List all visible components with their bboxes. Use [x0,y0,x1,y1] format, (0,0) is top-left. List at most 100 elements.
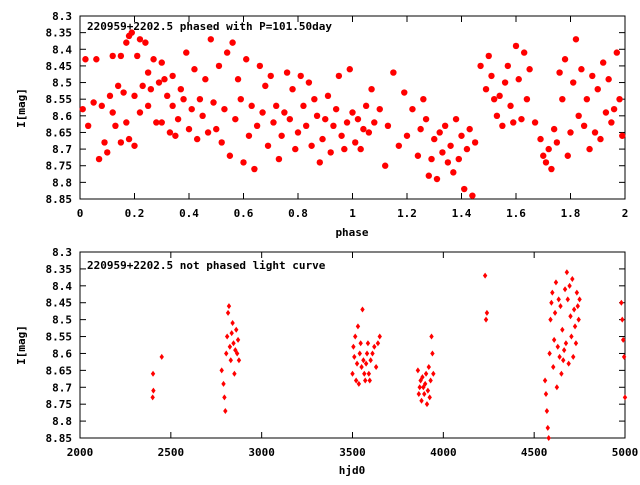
light-curve-x-tick-label: 3000 [248,446,275,459]
phased-data-point [600,59,607,66]
light-curve-data-point [353,333,358,340]
phased-data-point [352,139,359,146]
light-curve-data-point [150,370,156,377]
light-curve-data-point [366,370,372,377]
phased-data-point [564,152,571,159]
phased-data-point [204,129,212,136]
light-curve-data-point [561,347,567,354]
phased-data-point [461,185,468,193]
light-curve-data-point [549,299,554,306]
light-curve-x-tick-label: 3500 [339,446,366,459]
phased-data-point [164,92,171,100]
phased-data-point [499,122,506,129]
phased-data-point [594,86,601,93]
phased-data-point [169,72,176,80]
light-curve-data-point [364,350,370,357]
light-curve-data-point [353,377,359,384]
light-curve-data-point [354,360,360,367]
ticks-layer: 8.3 8.35 8.4 8.45 8.5 8.55 8.6 8.65 8.7 8.75 8.8 8.… [46,10,639,459]
phased-plot-title: 220959+2202.5 phased with P=101.50day [87,20,332,33]
phased-data-point [172,132,179,139]
points-layer [79,29,628,441]
light-curve-data-point [358,340,363,347]
phased-data-point [213,125,220,133]
phased-data-point [248,102,255,110]
phased-data-point [196,95,204,103]
phased-data-point [139,82,146,90]
phased-data-point [322,115,329,123]
light-curve-data-point [236,357,242,364]
phased-data-point [545,145,552,153]
phased-data-point [262,82,269,90]
phased-data-point [193,135,201,143]
phased-data-point [158,59,165,66]
phased-data-point [79,105,86,113]
phased-data-point [469,192,476,199]
phased-data-point [384,122,392,129]
light-curve-x-tick-label: 2000 [67,446,94,459]
phased-data-point [95,155,103,163]
light-curve-data-point [151,387,156,394]
phased-data-point [131,142,138,149]
phased-data-point [382,162,389,169]
phased-data-point [210,99,217,106]
light-curve-data-point [422,380,428,387]
light-curve-data-point [420,374,425,381]
phased-data-point [444,159,452,166]
light-curve-data-point [377,333,382,340]
phased-x-tick-label: 0.4 [179,207,199,220]
phased-data-point [610,105,618,113]
light-curve-data-point [548,316,553,323]
light-curve-x-tick-label: 2500 [158,446,185,459]
phased-data-point [98,102,106,110]
light-curve-data-point [226,303,232,310]
phased-data-point [147,86,155,93]
light-curve-data-point [482,272,488,279]
phased-data-point [155,79,163,86]
light-curve-data-point [352,353,357,360]
light-curve-data-point [229,330,234,337]
phased-data-point [477,62,484,70]
phased-data-point [414,152,422,159]
light-curve-data-point [620,316,625,323]
phased-data-point [613,49,621,56]
light-curve-data-point [544,407,550,414]
phased-data-point [300,102,307,110]
light-curve-data-point [619,299,624,306]
phased-y-tick-label: 8.7 [52,143,72,156]
phased-data-point [169,102,176,110]
light-curve-data-point [567,282,572,289]
phased-data-point [428,155,435,163]
phased-x-tick-label: 1 [349,207,356,220]
light-curve-data-point [568,313,573,320]
phased-data-point [439,149,446,156]
phased-data-point [158,119,165,126]
light-curve-data-point [558,303,563,310]
phased-data-point [360,125,367,133]
phased-x-tick-label: 0 [77,207,84,220]
light-curve-data-point [355,323,361,330]
phased-data-point [305,79,313,86]
phased-y-axis-title: I[mag] [15,88,28,128]
light-curve-data-point [542,377,548,384]
phased-data-point [324,92,332,100]
phased-data-point [343,119,351,126]
phased-data-point [395,142,403,149]
phased-data-point [84,122,92,129]
phased-y-tick-label: 8.35 [46,27,73,40]
light-curve-y-tick-label: 8.65 [46,364,73,377]
phased-x-tick-label: 1.8 [561,207,581,220]
phased-data-point [542,159,550,166]
light-curve-data-point [562,286,568,293]
phased-data-point [425,172,432,179]
phased-y-tick-label: 8.5 [52,77,72,90]
light-curve-y-tick-label: 8.55 [46,331,73,344]
phased-data-point [128,29,135,36]
light-curve-data-point [372,343,377,350]
phased-data-point [243,56,250,63]
phased-y-tick-label: 8.6 [52,110,72,123]
light-curve-data-point [426,363,431,370]
phased-data-point [570,79,577,86]
light-curve-data-point [554,384,560,391]
phased-data-point [531,119,539,126]
